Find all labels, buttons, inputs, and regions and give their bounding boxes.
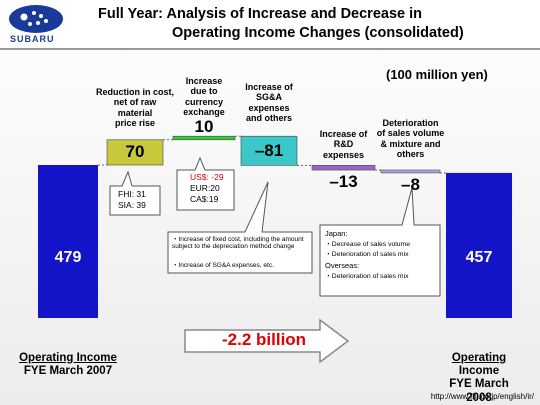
note-line: FHI: 31: [118, 189, 146, 199]
category-label: Operating Income FYE March 2007: [19, 352, 117, 378]
unit-label: (100 million yen): [386, 67, 488, 82]
note-line: Overseas:: [325, 261, 360, 270]
note-line: CA$:19: [190, 194, 219, 204]
bar: [106, 139, 164, 166]
bar: [446, 172, 512, 318]
bar: [240, 135, 298, 166]
bar: [38, 165, 98, 318]
value-label: –81: [254, 140, 284, 160]
category-label: Reduction in cost, net of raw material p…: [95, 87, 175, 129]
note-line: ・Increase of SG&A expenses, etc.: [172, 262, 274, 269]
category-label: Increase of R&D expenses: [319, 129, 368, 160]
title-line: Full Year: Analysis of Increase and Decr…: [98, 6, 422, 22]
change-arrow: [184, 318, 350, 364]
note-line: Japan:: [325, 229, 348, 238]
note-line: ・Deterioration of sales mix: [325, 273, 409, 280]
callout-box: [109, 170, 161, 216]
header-band: [0, 0, 540, 48]
value-label: 10: [194, 117, 214, 137]
note-line: ・Deterioration of sales mix: [325, 251, 409, 258]
bar: [172, 135, 236, 141]
value-label: 479: [54, 248, 82, 266]
bar: [311, 165, 376, 171]
category-label: Deterioration of sales volume & mixture …: [376, 118, 445, 160]
note-line: ・Decrease of sales volume: [325, 241, 410, 248]
logo-oval: [9, 5, 63, 33]
note-line: US$: -29: [190, 172, 224, 182]
value-label: 457: [465, 248, 493, 266]
logo-text: SUBARU: [10, 34, 55, 44]
callout-box: [167, 181, 313, 274]
category-label: Operating Income FYE March 2008: [449, 352, 509, 404]
value-label: –13: [329, 172, 358, 192]
logo-stars: [20, 11, 48, 26]
category-label: Increase of SG&A expenses and others: [245, 82, 293, 124]
bar: [380, 169, 441, 174]
note-line: ・Increase of fixed cost, including the a…: [172, 236, 304, 251]
category-label: Increase due to currency exchange: [183, 76, 225, 118]
callout-box: [319, 187, 441, 297]
callout-box: [176, 156, 235, 211]
title-line: Operating Income Changes (consolidated): [172, 25, 464, 41]
source-url: http://www.fhi.co.jp/english/ir/: [430, 392, 534, 401]
change-label: -2.2 billion: [222, 330, 307, 349]
value-label: –8: [401, 175, 420, 195]
note-line: EUR:20: [190, 183, 220, 193]
note-line: SIA: 39: [118, 200, 146, 210]
value-label: 70: [125, 142, 145, 162]
